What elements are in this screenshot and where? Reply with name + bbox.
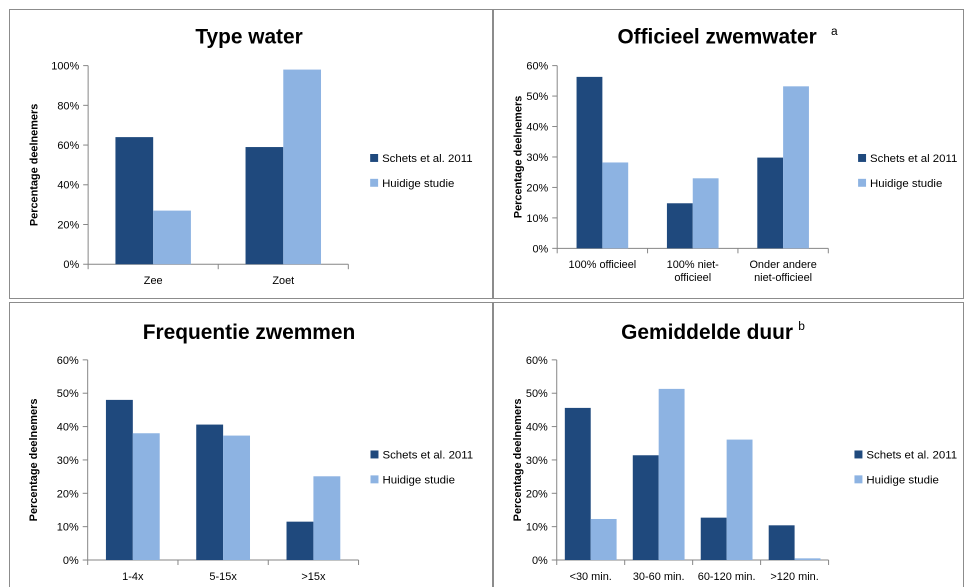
chart-type-water: Type water Percentage deelnemers 0% 20% 40% 6…	[28, 26, 472, 287]
legend-label: Huidige studie	[382, 474, 454, 486]
y-tick-label: 40%	[57, 422, 79, 434]
chart-officieel-zwemwater: Officieel zwemwater a Percentage deelnemer…	[512, 24, 957, 284]
bar-series-0-cat-0	[115, 137, 154, 265]
legend-label: Schets et al. 2011	[866, 449, 957, 461]
y-tick-label: 60%	[526, 61, 548, 73]
y-tick-label: 40%	[526, 121, 548, 133]
bar-series-1-cat-3	[794, 558, 821, 561]
y-tick-label: 20%	[57, 488, 79, 500]
legend-swatch	[858, 178, 867, 187]
legend-swatch	[370, 450, 379, 459]
y-axis-label: Percentage deelnemers	[512, 96, 524, 218]
y-tick-label: 0%	[532, 555, 548, 567]
x-tick-label: >15x	[301, 571, 326, 583]
bar-series-1-cat-1	[283, 69, 322, 265]
legend-label: Huidige studie	[870, 178, 942, 190]
chart-panel-frequentie-zwemmen: Frequentie zwemmen Percentage deelnemers 0…	[9, 302, 493, 587]
y-tick-label: 0%	[63, 259, 79, 271]
bar-series-1-cat-0	[153, 210, 191, 265]
x-tick-label: <30 min.	[570, 571, 612, 583]
y-tick-label: 80%	[57, 100, 79, 112]
y-tick-label: 0%	[63, 555, 79, 567]
bar-series-1-cat-2	[726, 439, 753, 561]
legend-swatch	[854, 450, 863, 459]
x-tick-label: 5-15x	[209, 571, 237, 583]
bar-series-0-cat-2	[286, 521, 314, 561]
bar-series-0-cat-0	[105, 399, 133, 561]
chart-panel-officieel-zwemwater: Officieel zwemwater a Percentage deelnemer…	[493, 9, 964, 299]
bar-series-1-cat-0	[602, 162, 629, 249]
chart-title: Type water	[195, 26, 302, 49]
y-tick-label: 0%	[532, 243, 548, 255]
y-tick-label: 50%	[57, 388, 79, 400]
bar-series-0-cat-2	[700, 517, 727, 561]
x-tick-label: niet-officieel	[754, 272, 812, 284]
legend-label: Schets et al. 2011	[382, 153, 472, 165]
chart-title: Officieel zwemwater	[617, 26, 816, 49]
y-tick-label: 50%	[526, 388, 548, 400]
x-tick-label: 100% niet-	[667, 259, 720, 271]
bar-series-0-cat-3	[768, 525, 795, 561]
y-axis-label: Percentage deelnemers	[28, 399, 40, 522]
chart-title: Gemiddelde duur	[621, 321, 793, 344]
bar-series-1-cat-2	[783, 86, 809, 249]
bar-series-1-cat-1	[658, 388, 685, 561]
bar-series-0-cat-2	[757, 157, 784, 249]
y-tick-label: 20%	[57, 219, 79, 231]
chart-title: Frequentie zwemmen	[143, 321, 356, 344]
y-tick-label: 100%	[51, 61, 79, 73]
legend-swatch	[854, 475, 863, 484]
y-tick-label: 60%	[526, 355, 548, 367]
legend-swatch	[370, 154, 379, 162]
x-tick-label: >120 min.	[770, 571, 818, 583]
x-tick-label: 1-4x	[122, 571, 144, 583]
y-axis-label: Percentage deelnemers	[512, 399, 524, 522]
x-tick-label: 100% officieel	[569, 259, 637, 271]
x-tick-label: Zoet	[272, 275, 294, 287]
y-tick-label: 60%	[57, 140, 79, 152]
y-tick-label: 30%	[526, 152, 548, 164]
bar-series-1-cat-1	[692, 178, 719, 249]
legend-label: Schets et al. 2011	[382, 449, 473, 461]
y-tick-label: 30%	[526, 455, 548, 467]
y-tick-label: 20%	[526, 488, 548, 500]
x-tick-label: officieel	[674, 272, 711, 284]
y-tick-label: 50%	[526, 91, 548, 103]
legend-swatch	[370, 475, 379, 484]
bar-series-0-cat-1	[196, 424, 224, 561]
bar-series-0-cat-1	[245, 147, 284, 265]
y-tick-label: 40%	[57, 180, 79, 192]
y-axis-label: Percentage deelnemers	[28, 104, 40, 226]
legend-label: Schets et al 2011	[870, 153, 957, 165]
bar-series-1-cat-2	[313, 476, 341, 561]
x-tick-label: Zee	[144, 275, 163, 287]
y-tick-label: 40%	[526, 422, 548, 434]
y-tick-label: 10%	[526, 213, 548, 225]
x-tick-label: 60-120 min.	[698, 571, 756, 583]
bar-series-0-cat-0	[576, 76, 603, 249]
y-tick-label: 10%	[526, 522, 548, 534]
y-tick-label: 20%	[526, 182, 548, 194]
y-tick-label: 10%	[57, 522, 79, 534]
title-superscript: a	[831, 24, 838, 38]
x-tick-label: Onder andere	[749, 259, 816, 271]
legend-swatch	[858, 154, 867, 162]
y-tick-label: 30%	[57, 455, 79, 467]
chart-panel-type-water: Type water Percentage deelnemers 0% 20% 40% 6…	[9, 9, 493, 299]
bar-series-0-cat-1	[666, 203, 693, 249]
legend-label: Huidige studie	[382, 178, 454, 190]
chart-gemiddelde-duur: Gemiddelde duur b Percentage deelnemers 0% 1…	[512, 319, 957, 583]
bar-series-0-cat-0	[564, 407, 591, 561]
legend-swatch	[370, 178, 379, 187]
bar-series-1-cat-0	[132, 433, 160, 561]
x-tick-label: 30-60 min.	[633, 571, 685, 583]
legend-label: Huidige studie	[866, 474, 938, 486]
y-tick-label: 60%	[57, 355, 79, 367]
title-superscript: b	[798, 319, 805, 333]
bar-series-1-cat-0	[590, 518, 617, 561]
chart-frequentie-zwemmen: Frequentie zwemmen Percentage deelnemers 0…	[28, 321, 473, 583]
chart-panel-gemiddelde-duur: Gemiddelde duur b Percentage deelnemers 0% 1…	[493, 302, 964, 587]
bar-series-1-cat-1	[223, 435, 251, 561]
bar-series-0-cat-1	[632, 455, 659, 561]
